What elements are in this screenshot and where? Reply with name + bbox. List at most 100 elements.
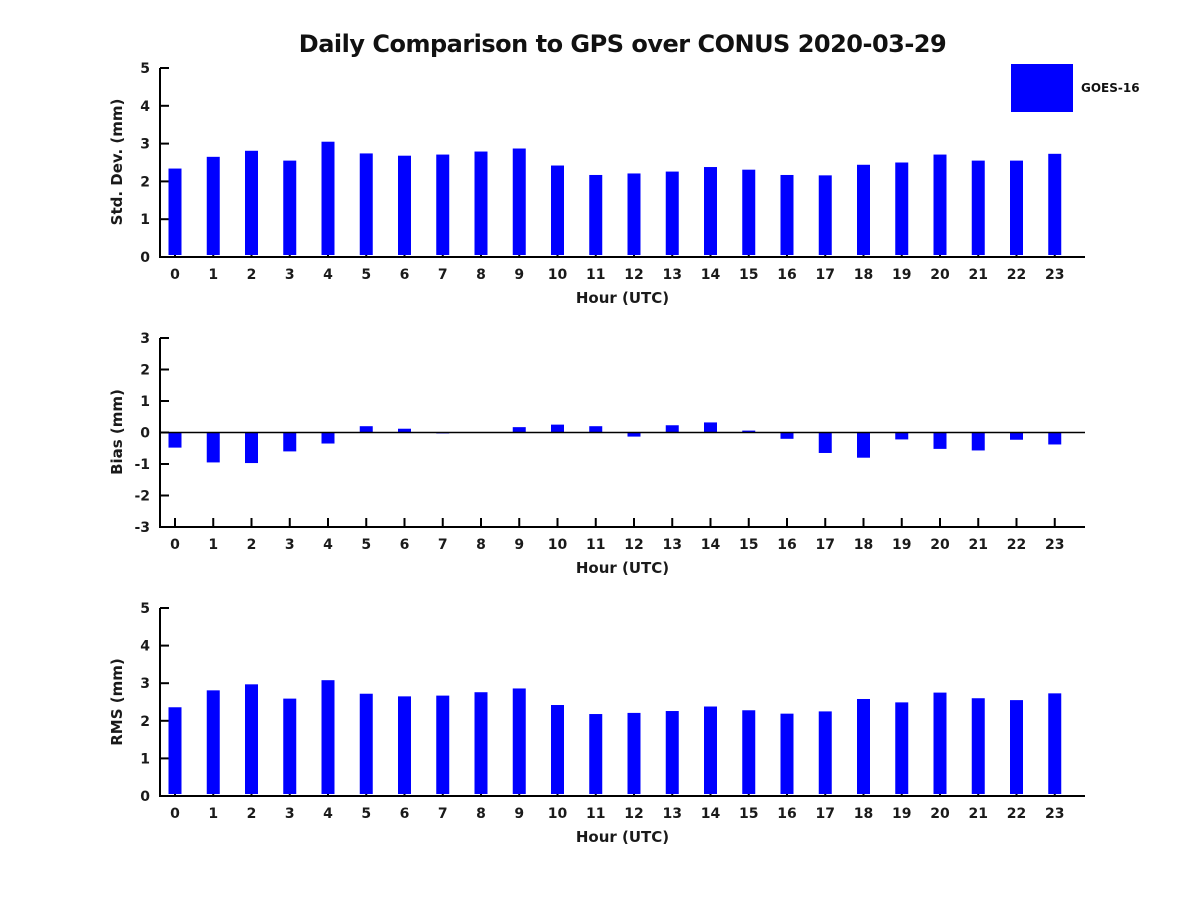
bar-hour-22 bbox=[1010, 432, 1023, 440]
x-tick-label: 17 bbox=[816, 806, 835, 822]
bar-hour-13 bbox=[665, 711, 679, 794]
rms-x-axis-label: Hour (UTC) bbox=[575, 828, 670, 846]
x-tick-label: 22 bbox=[1007, 806, 1026, 822]
x-tick-label: 4 bbox=[323, 537, 333, 553]
bar-hour-4 bbox=[321, 141, 335, 255]
bar-hour-2 bbox=[245, 684, 258, 794]
y-tick-label: 5 bbox=[140, 61, 150, 77]
bar-hour-3 bbox=[283, 698, 297, 794]
x-tick-label: 0 bbox=[170, 806, 180, 822]
x-tick-label: 9 bbox=[514, 537, 524, 553]
x-tick-label: 18 bbox=[854, 806, 873, 822]
subplot-bias-mm: 0 1 2 3 4 5 6 7 8 9 10 11 12 13 14 15 16 17 18 19 20 21 22 23-3… bbox=[134, 331, 1085, 553]
subplot-std-dev-mm: 0 1 2 3 4 5 6 7 8 9 10 11 12 13 14 15 16 17 18 19 20 21 22 2301… bbox=[140, 61, 1085, 283]
x-tick-label: 16 bbox=[777, 267, 796, 283]
x-tick-label: 16 bbox=[777, 806, 796, 822]
x-tick-label: 22 bbox=[1007, 267, 1026, 283]
x-tick-label: 11 bbox=[586, 267, 605, 283]
bar-hour-17 bbox=[818, 711, 832, 794]
x-tick-label: 22 bbox=[1007, 537, 1026, 553]
bias-x-axis-label: Hour (UTC) bbox=[575, 559, 670, 577]
bar-hour-8 bbox=[474, 692, 488, 794]
bar-hour-2 bbox=[245, 150, 258, 255]
x-tick-label: 4 bbox=[323, 806, 333, 822]
bar-hour-15 bbox=[742, 430, 756, 433]
bar-hour-18 bbox=[857, 698, 870, 794]
bar-hour-5 bbox=[359, 693, 373, 794]
bar-hour-22 bbox=[1010, 160, 1023, 255]
bar-hour-15 bbox=[742, 710, 756, 794]
x-tick-label: 7 bbox=[438, 267, 448, 283]
bar-hour-10 bbox=[551, 705, 564, 794]
rms-y-axis-label: RMS (mm) bbox=[108, 658, 126, 746]
x-tick-label: 2 bbox=[247, 537, 257, 553]
x-tick-label: 14 bbox=[701, 806, 721, 822]
x-tick-label: 10 bbox=[548, 267, 568, 283]
bar-hour-21 bbox=[971, 698, 985, 794]
x-tick-label: 13 bbox=[663, 267, 682, 283]
bar-hour-20 bbox=[933, 154, 947, 255]
x-tick-label: 2 bbox=[247, 806, 257, 822]
bar-hour-23 bbox=[1048, 693, 1062, 794]
x-tick-label: 8 bbox=[476, 806, 486, 822]
bar-hour-7 bbox=[436, 154, 450, 255]
y-tick-label: 5 bbox=[140, 601, 150, 617]
y-tick-label: 0 bbox=[140, 426, 150, 442]
x-tick-label: 9 bbox=[514, 806, 524, 822]
y-tick-label: 2 bbox=[140, 174, 150, 190]
bar-hour-17 bbox=[818, 175, 832, 255]
bar-hour-0 bbox=[168, 707, 182, 794]
bar-hour-6 bbox=[398, 696, 411, 794]
bar-hour-11 bbox=[589, 426, 603, 433]
y-tick-label: 2 bbox=[140, 714, 150, 730]
x-tick-label: 7 bbox=[438, 537, 448, 553]
legend-label-goes16: GOES-16 bbox=[1081, 81, 1140, 95]
y-tick-label: 4 bbox=[140, 639, 150, 655]
bar-hour-3 bbox=[283, 160, 297, 255]
bar-hour-4 bbox=[321, 680, 335, 794]
bar-hour-17 bbox=[818, 432, 832, 453]
figure-title: Daily Comparison to GPS over CONUS 2020-… bbox=[298, 30, 947, 58]
x-tick-label: 3 bbox=[285, 267, 295, 283]
bar-hour-1 bbox=[206, 156, 220, 255]
x-tick-label: 16 bbox=[777, 537, 796, 553]
bar-hour-19 bbox=[895, 162, 909, 255]
x-tick-label: 1 bbox=[208, 537, 218, 553]
y-tick-label: 1 bbox=[140, 212, 150, 228]
x-tick-label: 0 bbox=[170, 537, 180, 553]
x-tick-label: 19 bbox=[892, 806, 911, 822]
bar-hour-10 bbox=[551, 424, 564, 433]
bar-hour-1 bbox=[206, 690, 220, 794]
x-tick-label: 18 bbox=[854, 537, 873, 553]
x-tick-label: 15 bbox=[739, 267, 758, 283]
y-tick-label: 0 bbox=[140, 789, 150, 805]
x-tick-label: 13 bbox=[663, 537, 682, 553]
x-tick-label: 21 bbox=[969, 267, 988, 283]
x-tick-label: 20 bbox=[930, 537, 950, 553]
bar-hour-2 bbox=[245, 432, 258, 464]
bar-hour-18 bbox=[857, 432, 870, 458]
stddev-y-axis-label: Std. Dev. (mm) bbox=[108, 98, 126, 226]
bar-hour-15 bbox=[742, 169, 756, 255]
bar-hour-7 bbox=[436, 695, 450, 794]
stddev-x-axis-label: Hour (UTC) bbox=[575, 289, 670, 307]
y-tick-label: -1 bbox=[134, 457, 150, 473]
x-tick-label: 12 bbox=[624, 806, 643, 822]
x-tick-label: 20 bbox=[930, 806, 950, 822]
x-tick-label: 21 bbox=[969, 537, 988, 553]
x-tick-label: 15 bbox=[739, 537, 758, 553]
bar-hour-5 bbox=[359, 426, 373, 433]
x-tick-label: 21 bbox=[969, 806, 988, 822]
x-tick-label: 20 bbox=[930, 267, 950, 283]
y-tick-label: 0 bbox=[140, 250, 150, 266]
x-tick-label: 23 bbox=[1045, 267, 1064, 283]
bar-hour-23 bbox=[1048, 432, 1062, 445]
x-tick-label: 19 bbox=[892, 267, 911, 283]
x-tick-label: 19 bbox=[892, 537, 911, 553]
bar-hour-23 bbox=[1048, 153, 1062, 255]
x-tick-label: 10 bbox=[548, 537, 568, 553]
bar-hour-18 bbox=[857, 164, 870, 255]
x-tick-label: 7 bbox=[438, 806, 448, 822]
bar-hour-1 bbox=[206, 432, 220, 463]
